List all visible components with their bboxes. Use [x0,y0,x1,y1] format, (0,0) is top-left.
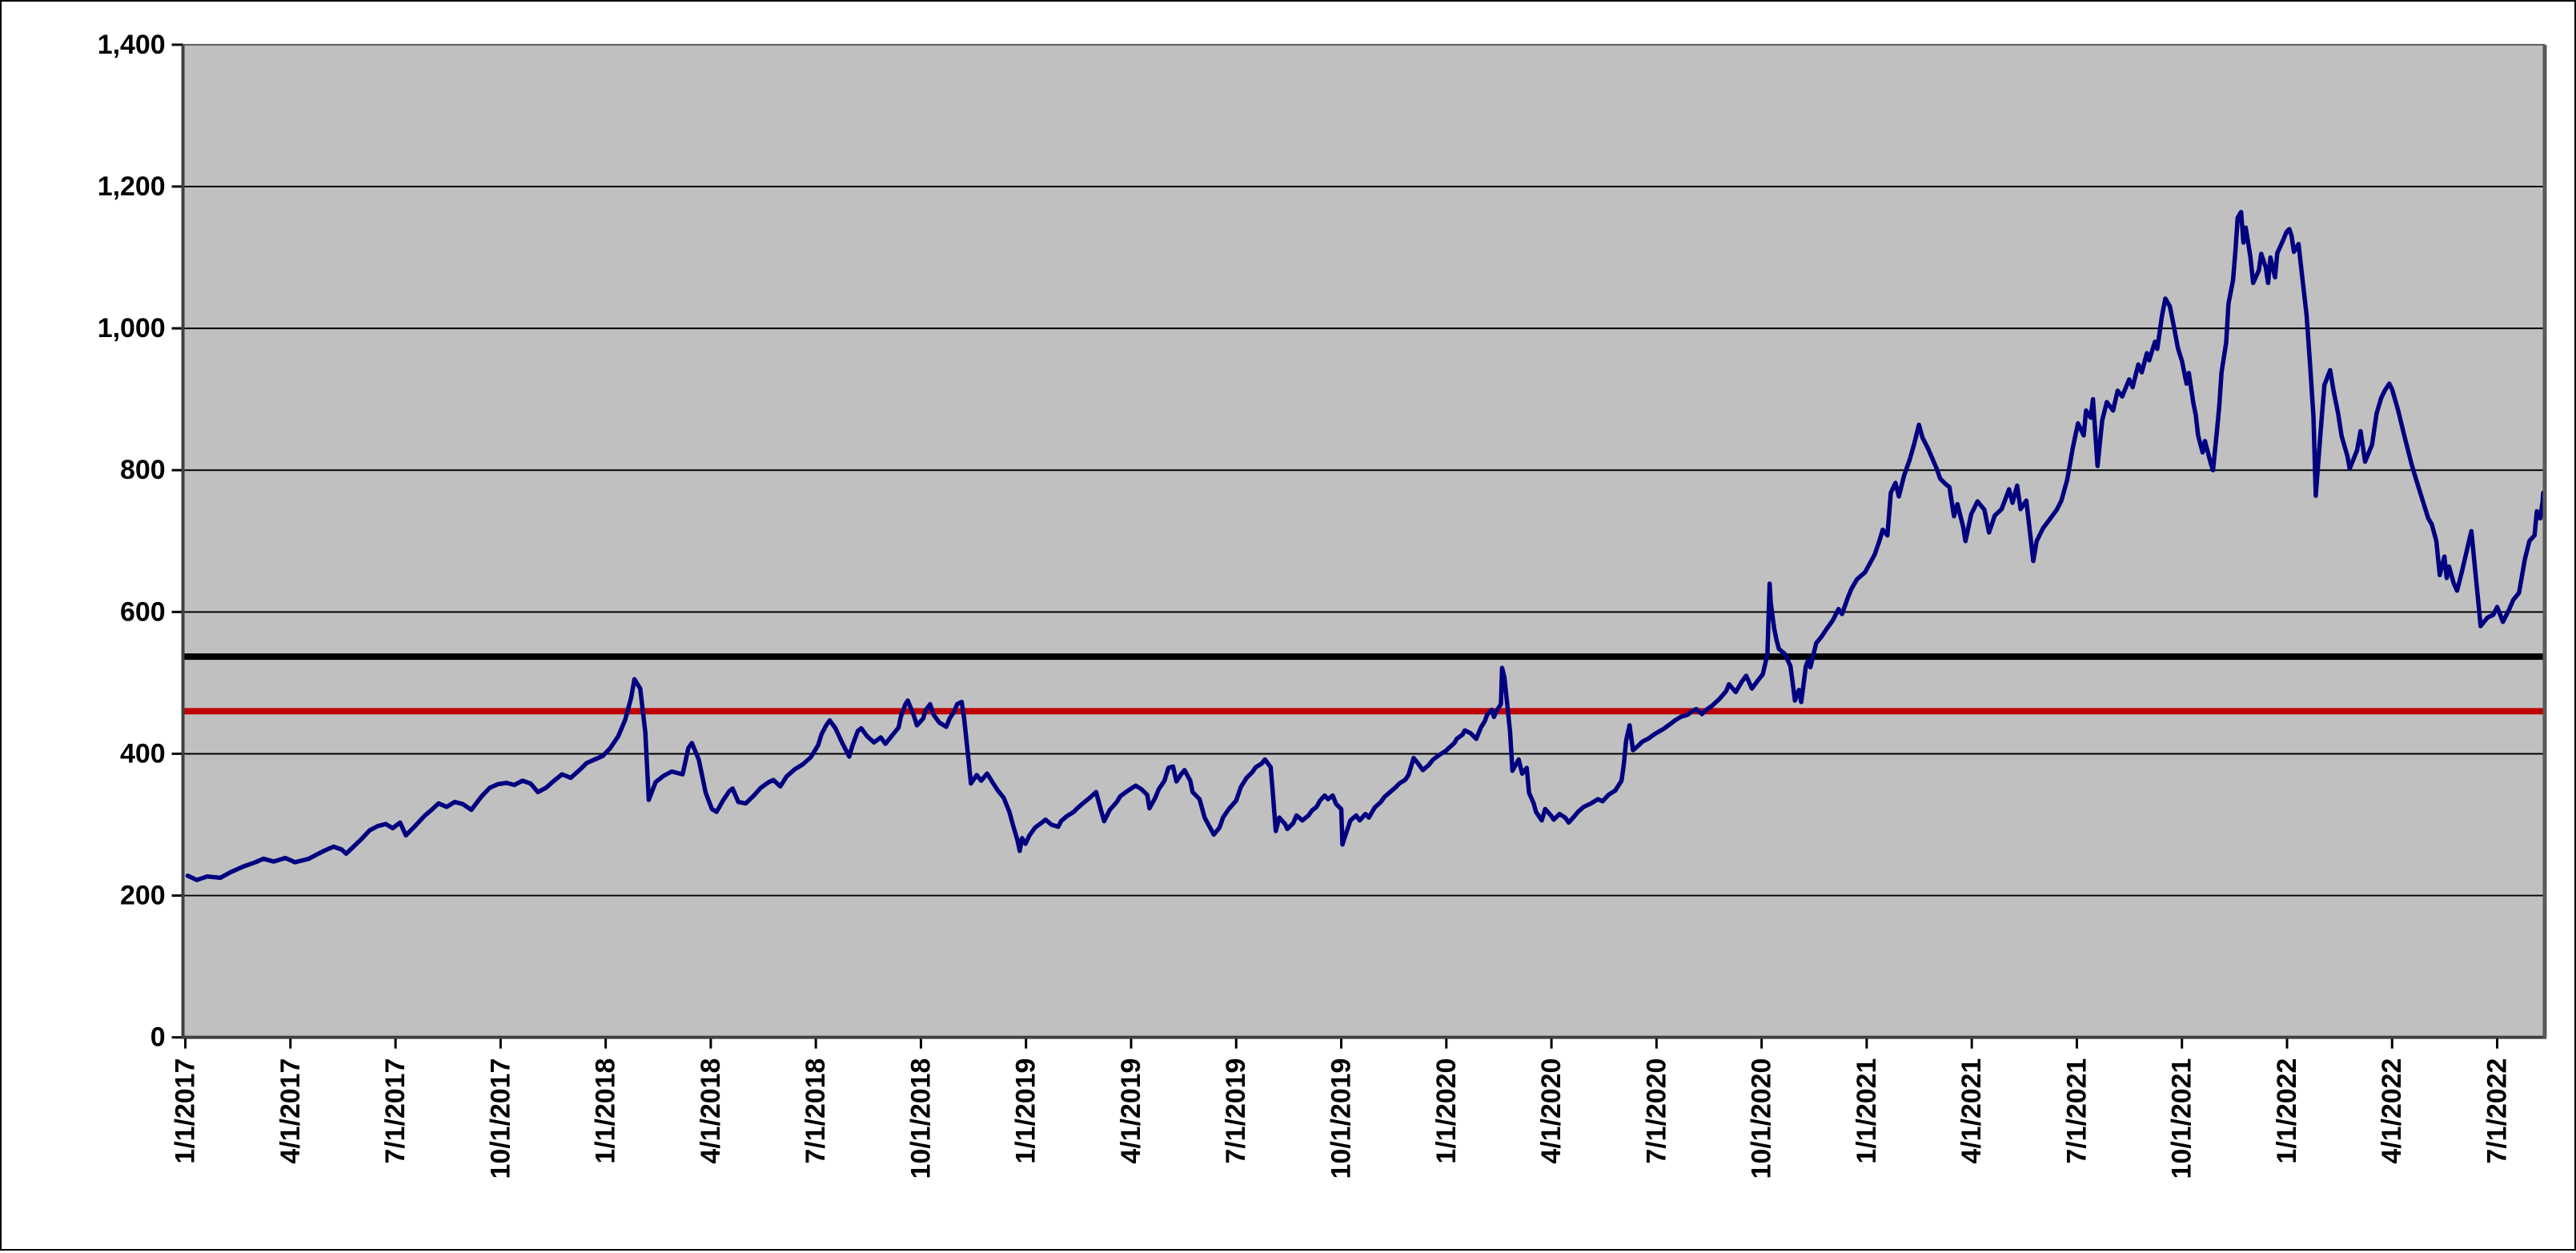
y-axis-label: 200 [120,881,166,911]
x-axis-label: 10/1/2017 [485,1058,516,1179]
daily-price-line [185,210,2546,882]
y-axis-label: 600 [120,596,166,627]
x-axis-label: 10/1/2020 [1747,1058,1777,1179]
x-axis-label: 7/1/2022 [2482,1058,2513,1164]
x-axis-label: 10/1/2019 [1326,1058,1357,1179]
y-axis-label: 0 [150,1022,166,1053]
x-axis-label: 4/1/2020 [1536,1058,1567,1164]
x-axis-label: 1/1/2020 [1431,1058,1462,1164]
x-axis-label: 1/1/2019 [1011,1058,1041,1164]
y-axis-label: 1,000 [98,313,166,343]
plot-area [183,44,2545,1038]
y-axis-label: 1,200 [98,171,166,202]
x-axis-label: 1/1/2021 [1852,1058,1882,1164]
y-axis-label: 400 [120,738,166,769]
x-axis-label: 7/1/2017 [380,1058,411,1164]
y-axis-label: 800 [120,455,166,485]
x-axis-label: 1/1/2018 [591,1058,621,1164]
x-axis-label: 7/1/2020 [1641,1058,1671,1164]
x-axis-label: 7/1/2018 [800,1058,831,1164]
x-axis-label: 4/1/2019 [1116,1058,1146,1164]
x-axis-label: 10/1/2021 [2167,1058,2197,1179]
x-axis-label: 1/1/2022 [2272,1058,2302,1164]
x-axis-label: 4/1/2022 [2377,1058,2407,1164]
x-axis-label: 1/1/2017 [171,1058,201,1164]
x-axis-label: 7/1/2019 [1221,1058,1251,1164]
x-axis-label: 4/1/2018 [696,1058,726,1164]
y-axis-label: 1,400 [98,30,166,60]
x-axis-label: 4/1/2017 [275,1058,306,1164]
x-axis-label: 4/1/2021 [1956,1058,1987,1164]
x-axis-label: 10/1/2018 [905,1058,936,1179]
x-axis-label: 7/1/2021 [2061,1058,2092,1164]
